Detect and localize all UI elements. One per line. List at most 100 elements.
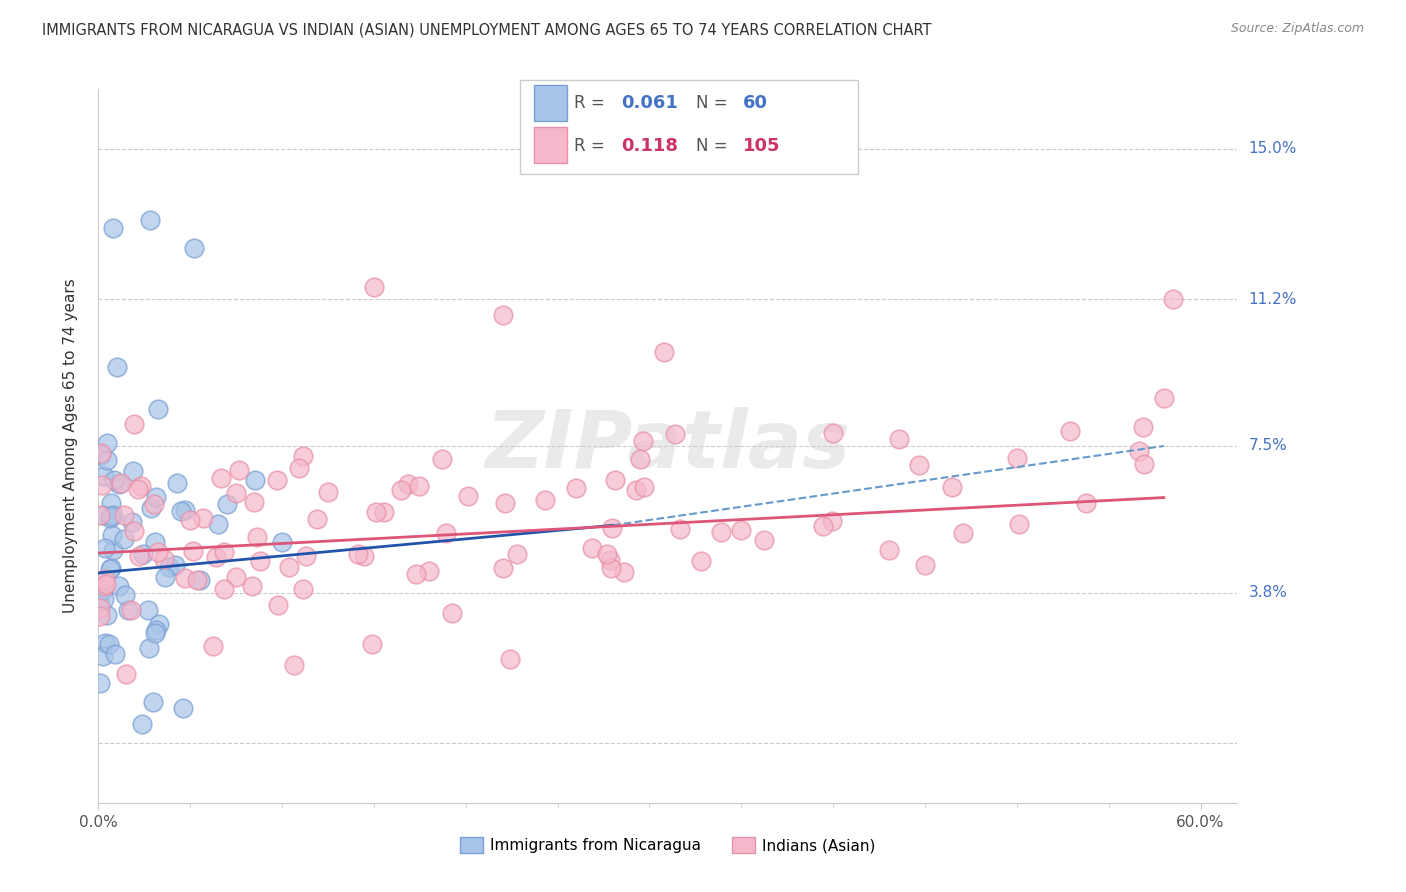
Point [434, 525, 457, 540]
Point [205, 550, 228, 565]
Point [172, 701, 194, 715]
FancyBboxPatch shape [520, 80, 858, 174]
Text: ZIPatlas: ZIPatlas [485, 407, 851, 485]
Text: N =: N = [696, 94, 727, 112]
Text: 60: 60 [742, 94, 768, 112]
Point [952, 526, 974, 541]
Point [96, 607, 118, 622]
Point [138, 640, 160, 655]
Point [90, 448, 112, 462]
Point [600, 561, 623, 575]
Point [498, 652, 520, 666]
Point [103, 474, 125, 488]
Point [605, 473, 627, 487]
Point [128, 549, 150, 564]
Point [101, 528, 124, 542]
Point [405, 566, 427, 581]
Point [361, 637, 384, 651]
Point [389, 483, 412, 498]
Legend: Immigrants from Nicaragua, Indians (Asian): Immigrants from Nicaragua, Indians (Asia… [454, 831, 882, 859]
Point [104, 647, 127, 661]
Point [347, 547, 370, 561]
Point [1008, 517, 1031, 532]
Point [366, 505, 388, 519]
Point [89, 676, 111, 690]
Point [94, 577, 117, 591]
Point [631, 434, 654, 449]
Point [307, 512, 329, 526]
Point [91, 648, 114, 663]
Point [730, 523, 752, 537]
Point [114, 667, 136, 681]
Point [669, 522, 692, 536]
Text: N =: N = [696, 136, 727, 155]
Point [93, 636, 115, 650]
Point [122, 464, 145, 478]
Point [201, 639, 224, 653]
Point [127, 482, 149, 496]
Point [240, 579, 263, 593]
Text: R =: R = [574, 136, 605, 155]
Point [664, 427, 686, 442]
Point [1059, 424, 1081, 438]
Text: 7.5%: 7.5% [1249, 439, 1286, 453]
Point [877, 543, 900, 558]
Point [288, 461, 311, 475]
Point [228, 463, 250, 477]
Point [89, 609, 111, 624]
Point [98, 637, 121, 651]
Point [266, 473, 288, 487]
Point [117, 603, 139, 617]
Point [173, 571, 195, 585]
Point [89, 601, 111, 615]
Text: 15.0%: 15.0% [1249, 141, 1296, 156]
Point [1153, 391, 1175, 405]
Text: R =: R = [574, 94, 605, 112]
Point [246, 530, 269, 544]
Point [941, 480, 963, 494]
Point [170, 504, 193, 518]
Point [907, 458, 929, 473]
Point [214, 544, 236, 558]
Point [267, 598, 290, 612]
Text: IMMIGRANTS FROM NICARAGUA VS INDIAN (ASIAN) UNEMPLOYMENT AMONG AGES 65 TO 74 YEA: IMMIGRANTS FROM NICARAGUA VS INDIAN (ASI… [42, 22, 932, 37]
Point [613, 566, 636, 580]
Point [90, 445, 112, 459]
Point [124, 524, 146, 539]
Point [101, 543, 124, 558]
Point [89, 575, 111, 590]
Point [353, 549, 375, 563]
Text: 0.061: 0.061 [621, 94, 678, 112]
Point [183, 241, 205, 255]
Point [491, 561, 513, 575]
Point [581, 541, 603, 556]
Point [430, 452, 453, 467]
Point [710, 524, 733, 539]
Point [152, 552, 174, 566]
Point [373, 505, 395, 519]
Point [277, 560, 299, 574]
Point [624, 483, 647, 498]
Point [173, 503, 195, 517]
Text: 105: 105 [742, 136, 780, 155]
Point [139, 213, 162, 227]
Point [1128, 444, 1150, 458]
Point [107, 477, 129, 491]
Point [100, 496, 122, 510]
Point [295, 549, 318, 563]
Point [565, 482, 588, 496]
Point [98, 562, 121, 576]
Point [91, 508, 114, 523]
Point [249, 554, 271, 568]
Point [1076, 496, 1098, 510]
Point [143, 535, 166, 549]
Point [120, 603, 142, 617]
Text: 11.2%: 11.2% [1249, 292, 1296, 307]
Point [108, 579, 131, 593]
Point [101, 508, 124, 523]
Point [98, 511, 121, 525]
Bar [534, 85, 568, 120]
Point [225, 486, 247, 500]
Point [145, 624, 167, 638]
Point [633, 479, 655, 493]
